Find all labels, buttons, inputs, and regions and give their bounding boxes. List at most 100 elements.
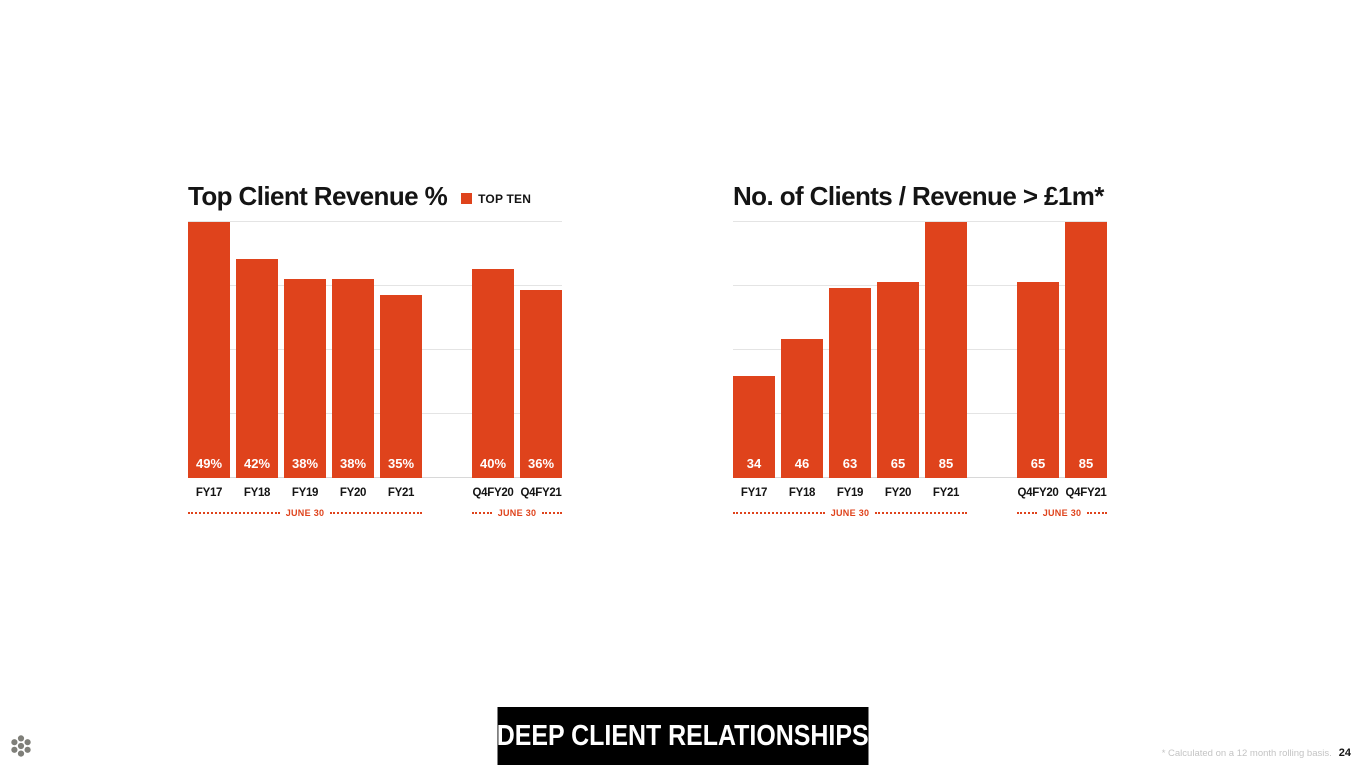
bar: 34	[733, 375, 775, 478]
category-label: FY19	[836, 487, 864, 499]
dotted-line	[472, 512, 492, 514]
bar-area: 38%	[332, 222, 374, 478]
chart-title: Top Client Revenue %	[188, 180, 448, 211]
bar-area: 42%	[236, 222, 278, 478]
axis-note-row: JUNE 30	[472, 508, 562, 518]
bar: 49%	[188, 222, 230, 478]
gridline	[733, 285, 1107, 286]
category-label: FY19	[291, 487, 319, 499]
columns: 49% FY17 42% FY18 38% FY19 38% FY20 35% FY21	[188, 222, 422, 499]
bar-column: 42% FY18	[236, 222, 278, 499]
dotted-line	[542, 512, 562, 514]
axis-note: JUNE 30	[497, 508, 537, 518]
bar-area: 35%	[380, 222, 422, 478]
bar-column: 49% FY17	[188, 222, 230, 499]
dotted-line	[1017, 512, 1037, 514]
bar-area: 38%	[284, 222, 326, 478]
chart-top-client-revenue: Top Client Revenue % TOP TEN 49% FY17 42% F…	[188, 180, 562, 518]
category-label: Q4FY21	[1065, 487, 1107, 499]
bar-value-label: 85	[938, 456, 954, 471]
chart-title: No. of Clients / Revenue > £1m*	[733, 180, 1104, 211]
category-label: FY18	[788, 487, 816, 499]
bar-column: 38% FY19	[284, 222, 326, 499]
bar-value-label: 46	[794, 456, 810, 471]
legend-label: TOP TEN	[478, 191, 532, 206]
banner-label: DEEP CLIENT RELATIONSHIPS	[496, 719, 869, 752]
chart-header: No. of Clients / Revenue > £1m*	[733, 180, 1107, 212]
bar-value-label: 40%	[479, 456, 507, 471]
category-label: FY21	[387, 487, 415, 499]
category-label: FY17	[740, 487, 768, 499]
category-label: FY17	[195, 487, 223, 499]
bar-column: 40% Q4FY20	[472, 222, 514, 499]
gridline	[733, 477, 1107, 478]
gridlines	[733, 221, 1107, 478]
chart-clients-revenue-over-1m: No. of Clients / Revenue > £1m* 34 FY17 46…	[733, 180, 1107, 518]
dotted-line	[188, 512, 280, 514]
gridline	[733, 349, 1107, 350]
bar-value-label: 85	[1078, 456, 1094, 471]
bar-column: 85 FY21	[925, 222, 967, 499]
axis-note: JUNE 30	[285, 508, 325, 518]
dotted-line	[1087, 512, 1107, 514]
bar-value-label: 36%	[527, 456, 555, 471]
footer-note: * Calculated on a 12 month rolling basis…	[1162, 747, 1351, 759]
category-label: Q4FY21	[520, 487, 562, 499]
bar: 65	[877, 282, 919, 478]
bar-area: 36%	[520, 222, 562, 478]
category-label: FY20	[884, 487, 912, 499]
bar-column: 46 FY18	[781, 222, 823, 499]
bar-value-label: 38%	[291, 456, 319, 471]
bar-column: 35% FY21	[380, 222, 422, 499]
gridline	[733, 221, 1107, 222]
bar: 85	[1065, 222, 1107, 478]
dots-logo-icon	[11, 735, 31, 757]
category-label: Q4FY20	[1017, 487, 1059, 499]
bar-value-label: 65	[1030, 456, 1046, 471]
bar-area: 63	[829, 222, 871, 478]
bar: 63	[829, 288, 871, 478]
page-number: 24	[1338, 747, 1351, 759]
bar-column: 34 FY17	[733, 222, 775, 499]
gridline	[733, 413, 1107, 414]
bar: 36%	[520, 289, 562, 478]
bar-area: 65	[1017, 222, 1059, 478]
axis-note: JUNE 30	[1042, 508, 1082, 518]
dotted-line	[875, 512, 967, 514]
bar-value-label: 38%	[339, 456, 367, 471]
bar-area: 65	[877, 222, 919, 478]
plot-area: 34 FY17 46 FY18 63 FY19 65 FY20 85 FY21 JUNE 30 65 Q…	[733, 221, 1107, 518]
bar-value-label: 34	[746, 456, 762, 471]
gridline	[188, 413, 562, 414]
bar-area: 49%	[188, 222, 230, 478]
dotted-line	[330, 512, 422, 514]
bar: 38%	[332, 279, 374, 478]
bar-group: 34 FY17 46 FY18 63 FY19 65 FY20 85 FY21 JUNE 30	[733, 222, 967, 518]
gridline	[188, 477, 562, 478]
bar-value-label: 65	[890, 456, 906, 471]
axis-note-row: JUNE 30	[188, 508, 422, 518]
columns: 40% Q4FY20 36% Q4FY21	[472, 222, 562, 499]
gridline	[188, 221, 562, 222]
bar-area: 85	[1065, 222, 1107, 478]
category-label: FY21	[932, 487, 960, 499]
category-label: FY18	[243, 487, 271, 499]
bar-column: 63 FY19	[829, 222, 871, 499]
banner: DEEP CLIENT RELATIONSHIPS	[497, 707, 868, 765]
bar-area: 46	[781, 222, 823, 478]
bar-value-label: 49%	[195, 456, 223, 471]
bar-column: 65 Q4FY20	[1017, 222, 1059, 499]
bar-area: 34	[733, 222, 775, 478]
footnote: * Calculated on a 12 month rolling basis…	[1161, 748, 1332, 759]
gridline	[188, 285, 562, 286]
axis-note-row: JUNE 30	[1017, 508, 1107, 518]
category-label: Q4FY20	[472, 487, 514, 499]
axis-note-row: JUNE 30	[733, 508, 967, 518]
bar-groups: 34 FY17 46 FY18 63 FY19 65 FY20 85 FY21 JUNE 30 65 Q…	[733, 222, 1107, 518]
bar-column: 85 Q4FY21	[1065, 222, 1107, 499]
bar-groups: 49% FY17 42% FY18 38% FY19 38% FY20 35% FY21 JUNE …	[188, 222, 562, 518]
dotted-line	[733, 512, 825, 514]
gridlines	[188, 221, 562, 478]
bar-group: 40% Q4FY20 36% Q4FY21 JUNE 30	[472, 222, 562, 518]
category-label: FY20	[339, 487, 367, 499]
